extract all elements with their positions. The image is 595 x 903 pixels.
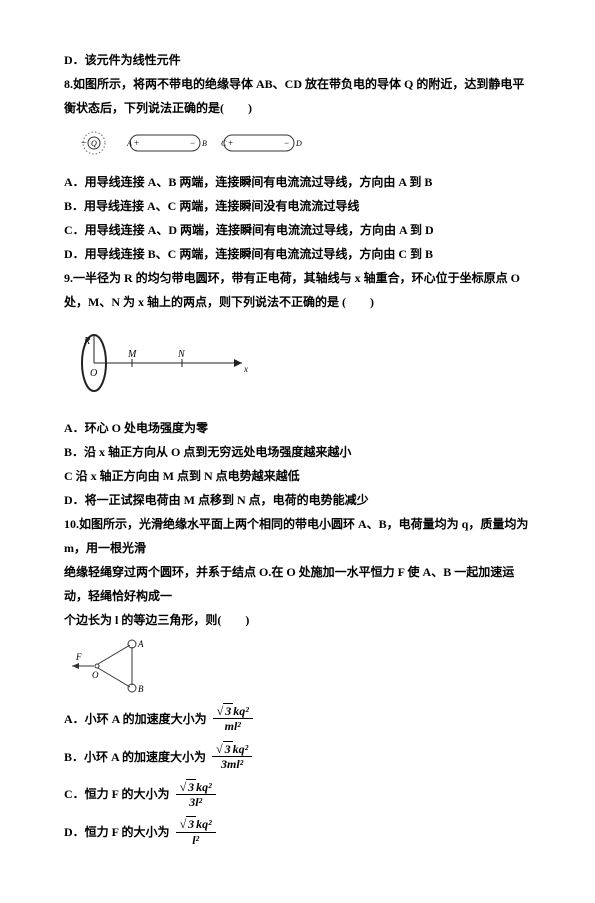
q10-option-a: A．小环 A 的加速度大小为 3kq² ml² bbox=[64, 704, 531, 734]
q10-option-d-text: D．恒力 F 的大小为 bbox=[64, 820, 170, 844]
svg-text:D: D bbox=[295, 139, 302, 148]
q9-option-d: D．将一正试探电荷由 M 点移到 N 点，电荷的电势能减少 bbox=[64, 488, 531, 512]
q10-option-c: C．恒力 F 的大小为 3kq² 3l² bbox=[64, 780, 531, 810]
q9-option-c: C 沿 x 轴正方向由 M 点到 N 点电势越来越低 bbox=[64, 464, 531, 488]
svg-text:C: C bbox=[221, 139, 227, 148]
q10-option-b: B．小环 A 的加速度大小为 3kq² 3ml² bbox=[64, 742, 531, 772]
q10-stem-3: 个边长为 l 的等边三角形，则( ) bbox=[64, 608, 531, 632]
q8-option-c: C．用导线连接 A、D 两端，连接瞬间有电流流过导线，方向由 A 到 D bbox=[64, 218, 531, 242]
q8-diagram: Q − A B + − C D + − bbox=[72, 124, 312, 162]
q10-option-b-text: B．小环 A 的加速度大小为 bbox=[64, 745, 206, 769]
svg-text:−: − bbox=[284, 138, 289, 148]
q10-option-d: D．恒力 F 的大小为 3kq² l² bbox=[64, 817, 531, 847]
svg-text:−: − bbox=[190, 138, 195, 148]
q10-stem-2: 绝缘轻绳穿过两个圆环，并系于结点 O.在 O 处施加一水平恒力 F 使 A、B … bbox=[64, 560, 531, 608]
q8-option-a: A．用导线连接 A、B 两端，连接瞬间有电流流过导线，方向由 A 到 B bbox=[64, 170, 531, 194]
svg-text:−: − bbox=[81, 138, 87, 149]
svg-text:B: B bbox=[202, 139, 207, 148]
svg-text:O: O bbox=[92, 670, 99, 680]
q10-c-formula: 3kq² 3l² bbox=[176, 780, 216, 810]
svg-text:A: A bbox=[137, 639, 144, 649]
svg-text:x: x bbox=[243, 364, 248, 374]
svg-text:Q: Q bbox=[91, 139, 97, 148]
svg-text:B: B bbox=[138, 684, 144, 694]
svg-text:A: A bbox=[126, 139, 132, 148]
svg-text:M: M bbox=[127, 349, 137, 360]
q9-option-b: B．沿 x 轴正方向从 O 点到无穷远处电场强度越来越小 bbox=[64, 440, 531, 464]
svg-text:N: N bbox=[177, 349, 186, 360]
svg-text:O: O bbox=[90, 368, 97, 379]
q7-option-d: D．该元件为线性元件 bbox=[64, 48, 531, 72]
q10-a-formula: 3kq² ml² bbox=[213, 704, 253, 734]
svg-text:+: + bbox=[134, 138, 139, 148]
q8-option-d: D．用导线连接 B、C 两端，连接瞬间有电流流过导线，方向由 C 到 B bbox=[64, 242, 531, 266]
q8-option-b: B．用导线连接 A、C 两端，连接瞬间没有电流流过导线 bbox=[64, 194, 531, 218]
q10-d-formula: 3kq² l² bbox=[176, 817, 216, 847]
svg-text:+: + bbox=[228, 138, 233, 148]
q9-stem: 9.一半径为 R 的均匀带电圆环，带有正电荷，其轴线与 x 轴重合，环心位于坐标… bbox=[64, 266, 531, 314]
q9-diagram: R O M N x bbox=[72, 318, 252, 408]
q9-option-a: A．环心 O 处电场强度为零 bbox=[64, 416, 531, 440]
q8-stem: 8.如图所示，将两不带电的绝缘导体 AB、CD 放在带负电的导体 Q 的附近，达… bbox=[64, 72, 531, 120]
q10-diagram: F O A B bbox=[72, 636, 162, 696]
q10-b-formula: 3kq² 3ml² bbox=[212, 742, 252, 772]
svg-text:R: R bbox=[83, 336, 90, 347]
q10-option-a-text: A．小环 A 的加速度大小为 bbox=[64, 707, 207, 731]
q10-stem-1: 10.如图所示，光滑绝缘水平面上两个相同的带电小圆环 A、B，电荷量均为 q，质… bbox=[64, 512, 531, 560]
svg-text:F: F bbox=[75, 652, 82, 662]
q10-option-c-text: C．恒力 F 的大小为 bbox=[64, 782, 170, 806]
